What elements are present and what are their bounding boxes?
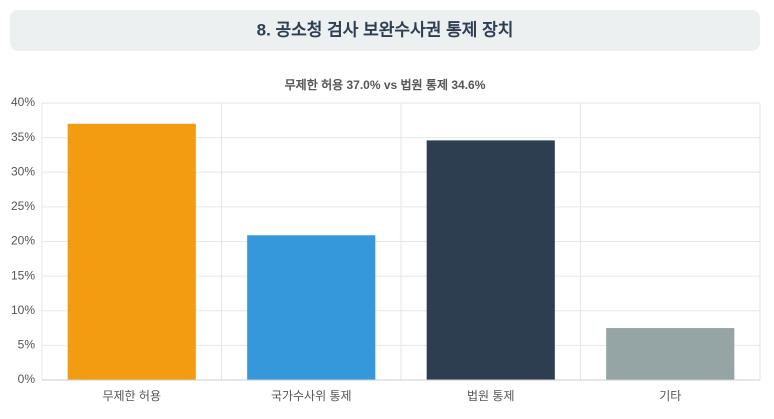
y-tick-label: 0% — [18, 372, 36, 386]
y-tick-label: 10% — [11, 303, 35, 317]
y-tick-label: 25% — [11, 199, 35, 213]
y-tick-label: 15% — [11, 268, 35, 282]
y-tick-label: 40% — [11, 95, 35, 109]
x-tick-label: 법원 통제 — [467, 389, 515, 403]
bar — [606, 328, 735, 380]
bar — [67, 123, 196, 381]
chart-subtitle: 무제한 허용 37.0% vs 법원 통제 34.6% — [285, 77, 486, 92]
x-tick-label: 무제한 허용 — [102, 389, 161, 403]
header-box — [10, 10, 760, 51]
x-tick-label: 기타 — [659, 389, 681, 403]
x-tick-label: 국가수사위 통제 — [271, 389, 352, 403]
bar — [426, 140, 555, 380]
y-tick-label: 30% — [11, 164, 35, 178]
chart-title: 8. 공소청 검사 보완수사권 통제 장치 — [257, 19, 514, 39]
y-tick-label: 35% — [11, 130, 35, 144]
bar — [247, 235, 376, 380]
y-tick-label: 20% — [11, 234, 35, 248]
y-tick-label: 5% — [18, 338, 36, 352]
